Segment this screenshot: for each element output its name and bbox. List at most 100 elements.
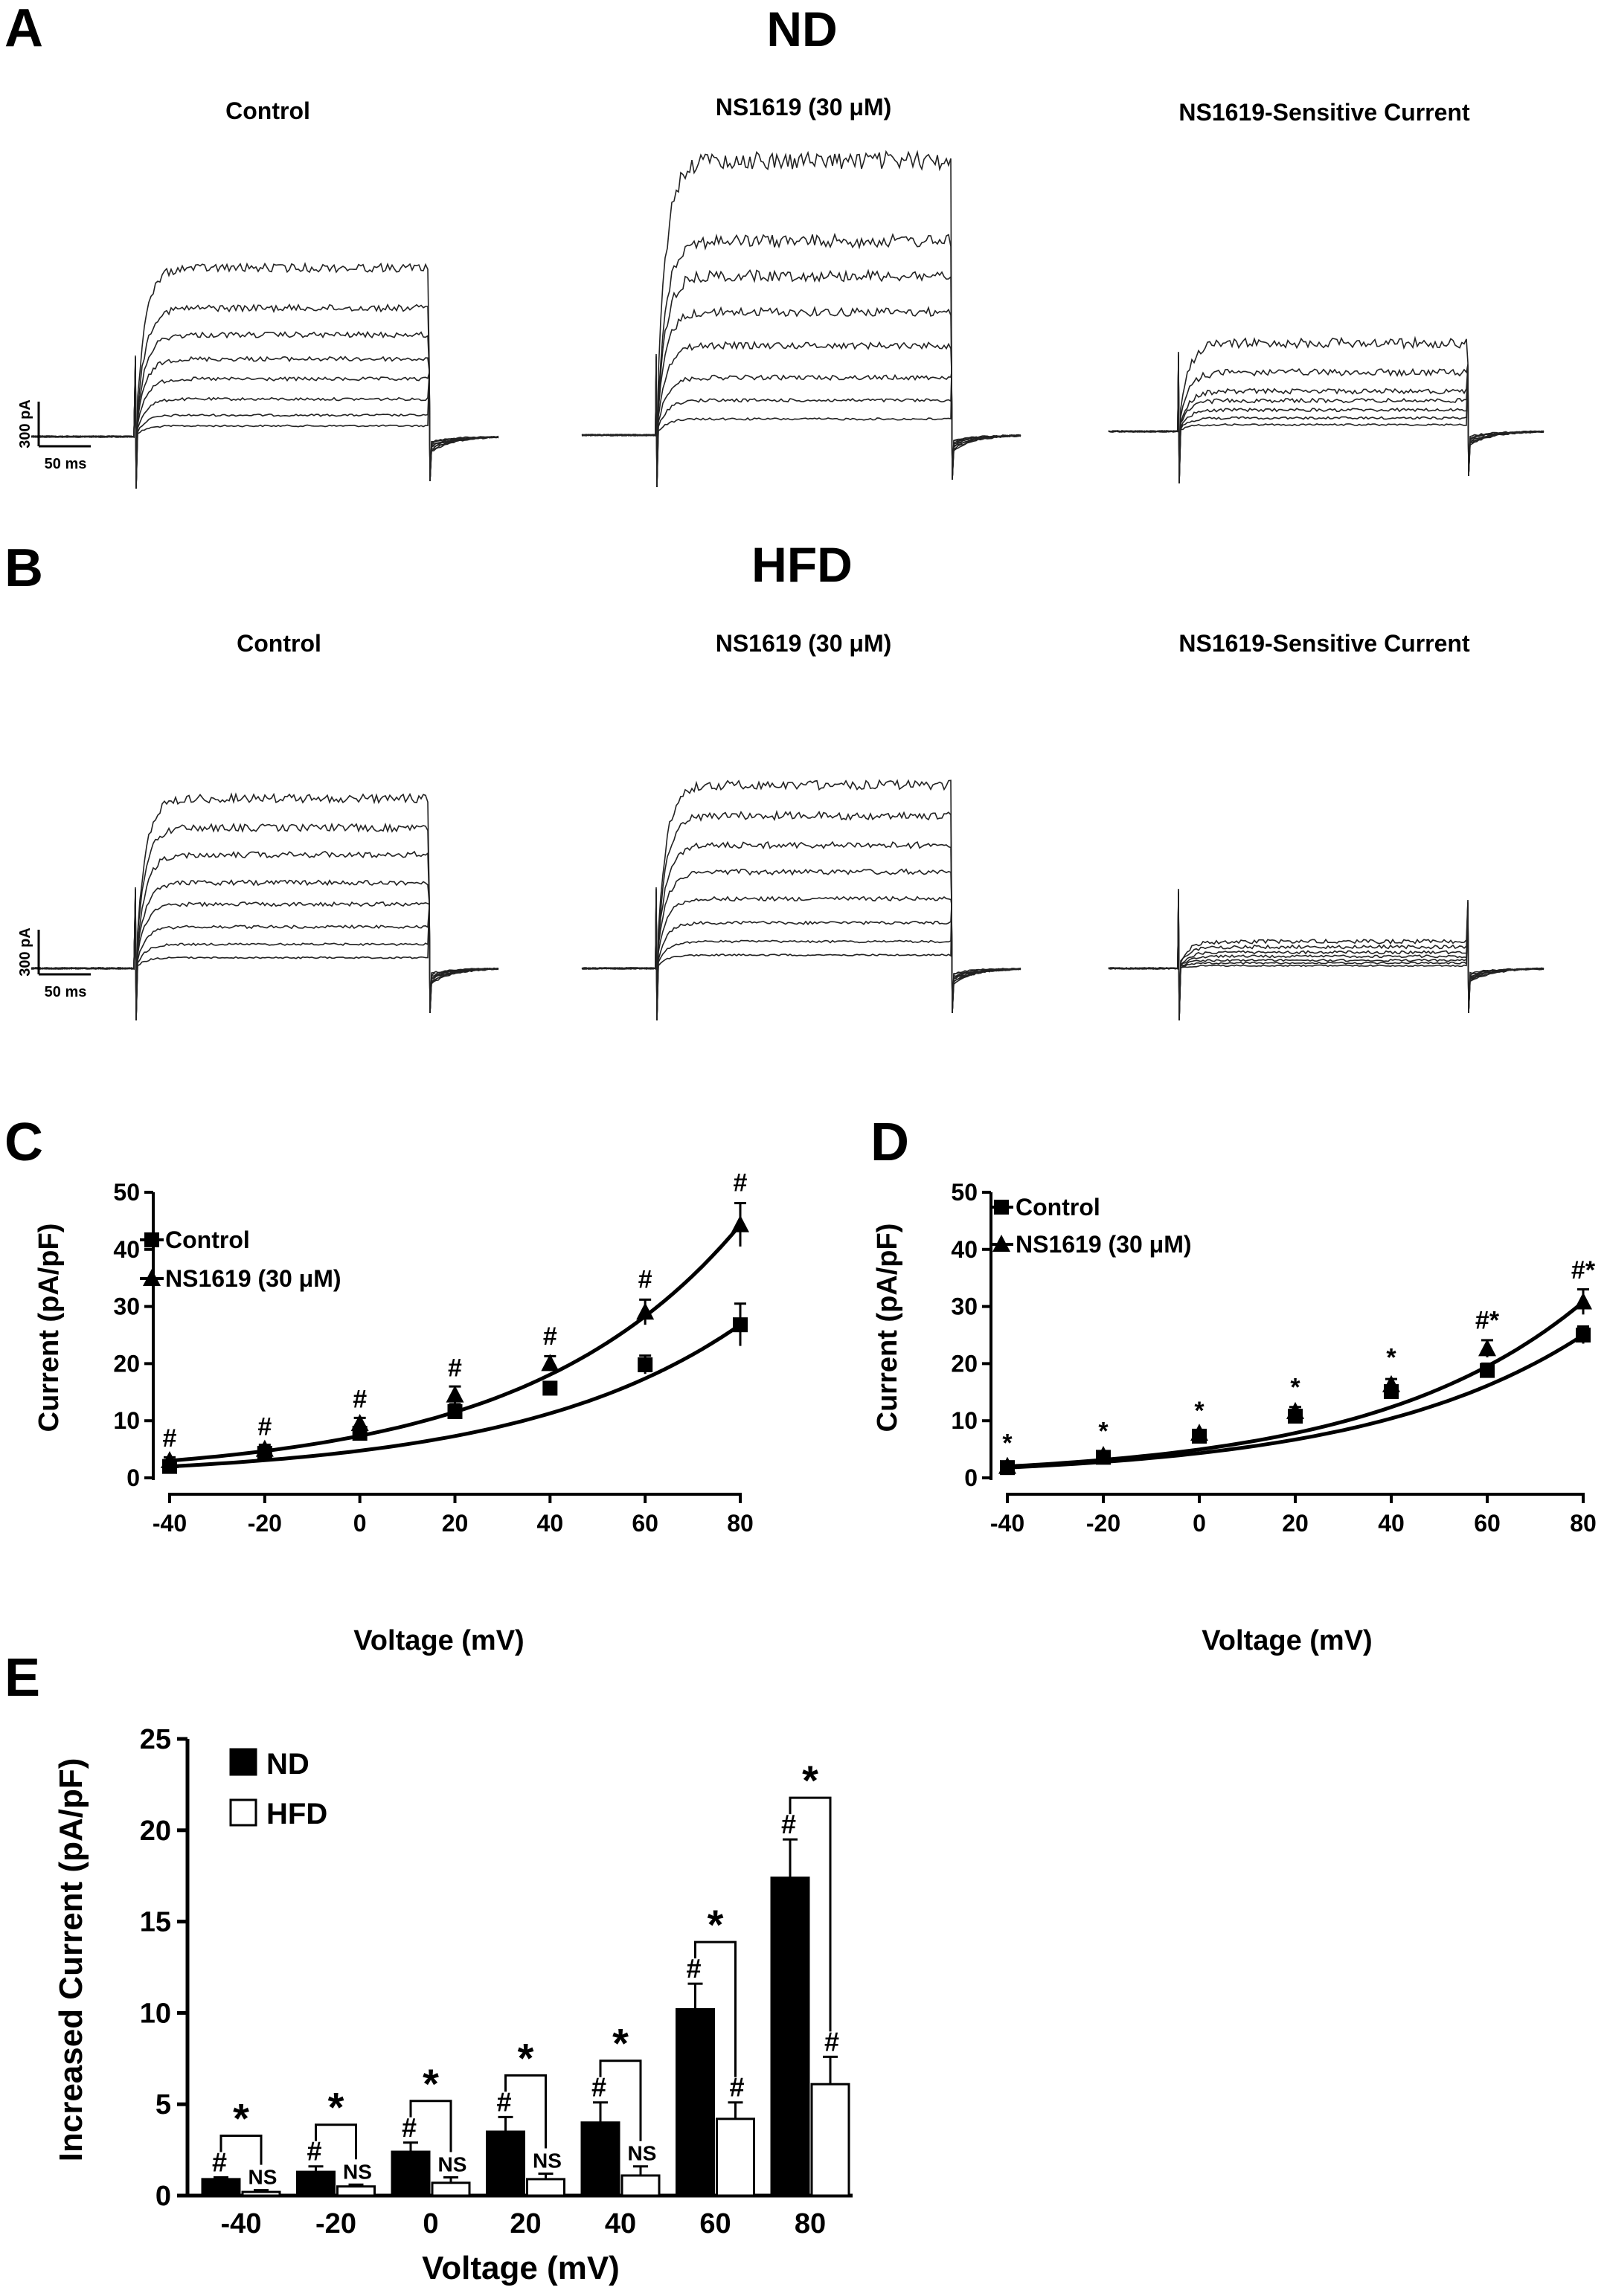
- data-point-ns1619: [1574, 1292, 1592, 1310]
- significance-mark: #: [448, 1354, 462, 1382]
- y-tick-label: 0: [155, 2181, 171, 2212]
- trace-group-a-ns1619: [581, 149, 1021, 488]
- panel-label-d: D: [870, 1113, 909, 1172]
- significance-mark: #: [307, 2136, 321, 2167]
- chart-e-legend-hfd: HFD: [266, 1798, 327, 1830]
- current-trace: [1108, 891, 1545, 1021]
- data-point-ns1619: [1190, 1424, 1208, 1441]
- comparison-star: *: [708, 1901, 724, 1948]
- data-point-ns1619: [998, 1456, 1016, 1474]
- y-tick-label: 0: [126, 1464, 140, 1491]
- data-point-ns1619: [350, 1414, 369, 1432]
- current-trace: [581, 340, 1021, 488]
- trace-group-a-control: [31, 262, 499, 489]
- comparison-bracket: [504, 2074, 547, 2149]
- current-trace: [31, 792, 499, 1021]
- trace-group-a-sensitive: [1108, 335, 1545, 484]
- error-bar: [593, 2101, 608, 2123]
- x-tick-label: 20: [442, 1510, 469, 1537]
- error-bar: [687, 1982, 703, 2010]
- current-trace: [581, 779, 1021, 1021]
- x-tick-label: 80: [795, 2208, 826, 2239]
- current-trace: [581, 149, 1021, 488]
- current-trace: [31, 262, 499, 489]
- bar-nd: [296, 2170, 336, 2197]
- significance-mark: #: [496, 2086, 511, 2117]
- chart-e: Increased Current (pA/pF) Voltage (mV) N…: [53, 1724, 853, 2286]
- data-point-ns1619: [161, 1450, 179, 1468]
- significance-mark: #: [734, 1168, 748, 1197]
- x-tick-label: 40: [1378, 1510, 1405, 1537]
- x-tick-label: -40: [990, 1510, 1024, 1537]
- bar-hfd: [336, 2185, 376, 2197]
- comparison-bracket: [315, 2123, 357, 2160]
- error-bar: [498, 2115, 513, 2132]
- x-tick-label: -20: [315, 2208, 356, 2239]
- bracket-line: [219, 2134, 263, 2165]
- error-bar: [633, 2165, 648, 2176]
- data-point-control: [1576, 1328, 1591, 1342]
- chart-e-legend-nd: ND: [266, 1748, 309, 1781]
- x-tick-label: 0: [1193, 1510, 1206, 1537]
- significance-mark: #: [824, 2026, 839, 2057]
- error-bar: [823, 2055, 838, 2085]
- data-point-ns1619: [446, 1385, 464, 1403]
- x-tick-label: 40: [537, 1510, 564, 1537]
- significance-mark: *: [1290, 1373, 1300, 1401]
- current-trace: [1108, 360, 1545, 484]
- y-tick-label: 50: [951, 1179, 978, 1206]
- comparison-bracket: [219, 2134, 263, 2165]
- significance-mark: NS: [343, 2160, 372, 2183]
- error-bar: [443, 2176, 458, 2183]
- y-tick-label: 40: [951, 1236, 978, 1263]
- trace-col-title-b-control: Control: [237, 630, 321, 657]
- y-tick-label: 50: [113, 1179, 140, 1206]
- significance-mark: #: [591, 2072, 606, 2103]
- current-trace: [1108, 356, 1545, 484]
- data-point-ns1619: [255, 1439, 274, 1457]
- chart-d: Current (pA/pF) Voltage (mV) Control NS1…: [872, 1179, 1597, 1656]
- chart-e-ylabel: Increased Current (pA/pF): [53, 1758, 89, 2162]
- comparison-star: *: [518, 2034, 534, 2081]
- scalebar-b-y-label: 300 pA: [17, 927, 33, 977]
- chart-d-legend-control: Control: [1016, 1194, 1100, 1221]
- bracket-line: [409, 2100, 452, 2152]
- comparison-star: *: [423, 2060, 439, 2107]
- trace-group-b-control: [31, 792, 499, 1021]
- chart-c: Current (pA/pF) Voltage (mV) Control NS1…: [33, 1168, 754, 1656]
- bar-nd: [770, 1877, 810, 2197]
- current-trace: [581, 840, 1021, 1021]
- x-tick-label: -20: [1086, 1510, 1120, 1537]
- x-tick-label: 0: [353, 1510, 367, 1537]
- data-point-ns1619: [541, 1354, 559, 1372]
- x-tick-label: 60: [1474, 1510, 1501, 1537]
- data-point-ns1619: [1286, 1401, 1304, 1419]
- significance-mark: #*: [1475, 1307, 1500, 1335]
- bar-nd: [580, 2121, 620, 2197]
- error-bar: [254, 2189, 269, 2193]
- error-bar: [538, 2173, 554, 2179]
- bar-nd: [391, 2150, 431, 2197]
- trace-col-title-b-sensitive: NS1619-Sensitive Current: [1178, 630, 1470, 657]
- y-tick-label: 40: [113, 1236, 140, 1263]
- chart-c-legend-control: Control: [165, 1226, 250, 1253]
- bracket-line: [504, 2074, 547, 2149]
- bar-nd: [486, 2130, 525, 2197]
- significance-mark: #*: [1571, 1256, 1596, 1284]
- error-bar: [403, 2141, 418, 2152]
- data-point-ns1619: [731, 1215, 749, 1232]
- error-bar: [214, 2176, 228, 2179]
- comparison-star: *: [328, 2084, 344, 2131]
- scalebar-a-y-label: 300 pA: [17, 399, 33, 448]
- y-tick-label: 5: [155, 2089, 171, 2120]
- x-tick-label: -40: [153, 1510, 187, 1537]
- current-trace: [1108, 335, 1545, 484]
- trace-col-title-a-control: Control: [225, 97, 310, 124]
- panel-label-a: A: [4, 0, 43, 58]
- significance-mark: *: [1194, 1397, 1205, 1425]
- comparison-bracket: [599, 2059, 642, 2141]
- trace-title-nd: ND: [766, 1, 837, 57]
- chart-c-legend-ns1619: NS1619 (30 μM): [165, 1265, 341, 1292]
- comparison-star: *: [802, 1757, 818, 1804]
